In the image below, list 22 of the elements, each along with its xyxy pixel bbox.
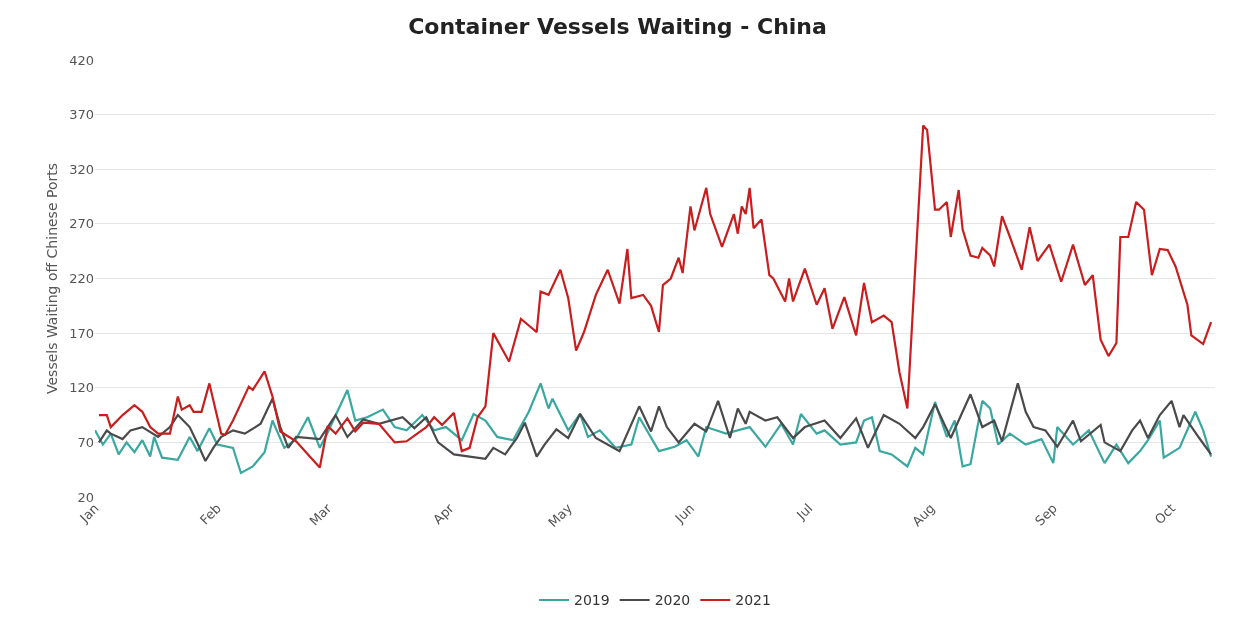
y-tick-label: 120 — [69, 380, 94, 396]
y-tick-label: 20 — [77, 489, 94, 505]
x-tick-label: Jun — [671, 500, 698, 527]
x-tick-label: Feb — [197, 500, 224, 528]
x-tick-label: Jul — [793, 500, 816, 524]
legend-label: 2019 — [574, 592, 610, 609]
y-tick-label: 370 — [69, 107, 94, 123]
legend-label: 2021 — [735, 592, 771, 609]
y-tick-label: 220 — [69, 271, 94, 287]
legend-label: 2020 — [654, 592, 691, 609]
x-tick-label: Oct — [1151, 500, 1179, 528]
y-tick-label: 70 — [77, 434, 94, 450]
y-tick-label: 270 — [69, 216, 94, 232]
y-tick-label: 170 — [69, 325, 94, 341]
x-tick-label: Sep — [1032, 500, 1061, 529]
x-tick-label: Apr — [430, 500, 458, 528]
y-axis-title: Vessels Waiting off Chinese Ports — [44, 162, 60, 395]
y-tick-label: 320 — [69, 161, 94, 177]
y-tick-label: 420 — [69, 52, 94, 68]
x-tick-label: Mar — [306, 500, 335, 529]
x-tick-label: Aug — [909, 500, 938, 530]
chart-title: Container Vessels Waiting - China — [408, 14, 827, 40]
